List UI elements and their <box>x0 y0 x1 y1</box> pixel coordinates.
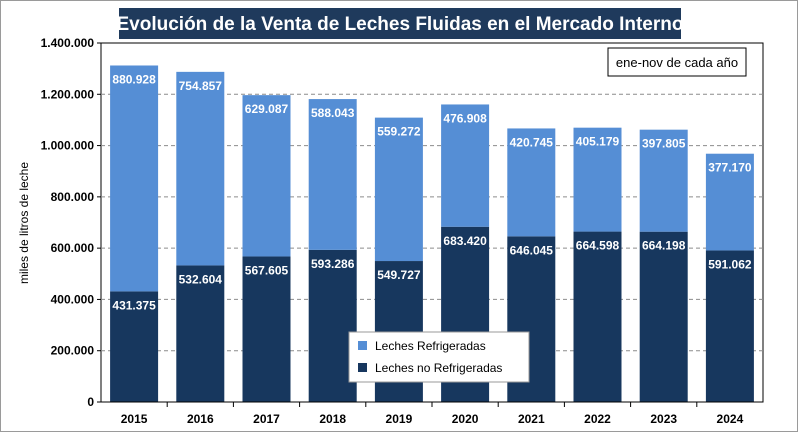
chart-title: Evolución de la Venta de Leches Fluidas … <box>117 14 684 35</box>
legend-box <box>348 331 530 383</box>
legend-label: Leches no Refrigeradas <box>375 361 502 375</box>
bar-refrigeradas <box>573 127 622 232</box>
data-label-refrigeradas: 476.908 <box>443 111 487 125</box>
x-tick-label: 2022 <box>584 412 611 426</box>
x-tick-label: 2021 <box>518 412 545 426</box>
data-label-no-refrigeradas: 567.605 <box>245 263 289 277</box>
x-tick-label: 2020 <box>452 412 479 426</box>
legend-swatch <box>358 341 367 350</box>
data-label-no-refrigeradas: 549.727 <box>377 268 421 282</box>
title-box: Evolución de la Venta de Leches Fluidas … <box>117 8 684 39</box>
bar-refrigeradas <box>176 71 225 266</box>
data-label-refrigeradas: 880.928 <box>112 72 156 86</box>
data-label-no-refrigeradas: 431.375 <box>112 298 156 312</box>
data-label-no-refrigeradas: 664.598 <box>576 239 620 253</box>
x-tick-label: 2015 <box>121 412 148 426</box>
bar-no-refrigeradas <box>705 250 754 402</box>
bar-refrigeradas <box>507 128 556 237</box>
data-label-no-refrigeradas: 532.604 <box>179 272 223 286</box>
bar-refrigeradas <box>441 104 490 227</box>
y-tick-label: 800.000 <box>51 190 95 204</box>
x-tick-label: 2017 <box>253 412 280 426</box>
data-label-refrigeradas: 377.170 <box>708 161 752 175</box>
bar-no-refrigeradas <box>242 256 291 402</box>
data-label-no-refrigeradas: 646.045 <box>510 243 554 257</box>
plot-area: 0 200.000 400.000 600.000 800.000 1.000.000 1.… <box>41 36 764 426</box>
y-tick-label: 400.000 <box>51 292 95 306</box>
data-label-no-refrigeradas: 591.062 <box>708 257 752 271</box>
data-label-refrigeradas: 629.087 <box>245 102 289 116</box>
bar-refrigeradas <box>374 117 423 262</box>
bar-refrigeradas <box>705 153 754 251</box>
bar-refrigeradas <box>639 129 688 232</box>
y-tick-label: 200.000 <box>51 344 95 358</box>
legend: Leches Refrigeradas Leches no Refrigerada… <box>348 331 530 383</box>
x-tick-label: 2024 <box>717 412 744 426</box>
period-note: ene-nov de cada año <box>607 47 747 77</box>
bar-refrigeradas <box>110 65 159 292</box>
bar-no-refrigeradas <box>176 265 225 402</box>
bar-no-refrigeradas <box>639 231 688 402</box>
data-label-refrigeradas: 405.179 <box>576 135 620 149</box>
y-tick-label: 1.000.000 <box>41 139 95 153</box>
x-tick-label: 2016 <box>187 412 214 426</box>
legend-label: Leches Refrigeradas <box>375 339 486 353</box>
data-label-refrigeradas: 559.272 <box>377 125 421 139</box>
bar-no-refrigeradas <box>110 291 159 402</box>
bar-refrigeradas <box>308 99 357 250</box>
x-tick-label: 2018 <box>319 412 346 426</box>
y-tick-label: 1.400.000 <box>41 36 95 50</box>
data-label-refrigeradas: 420.745 <box>510 135 554 149</box>
title-background <box>119 8 681 39</box>
data-label-no-refrigeradas: 683.420 <box>443 234 487 248</box>
data-label-refrigeradas: 397.805 <box>642 137 686 151</box>
legend-swatch <box>358 363 367 372</box>
y-axis-label: miles de litros de leche <box>17 162 31 284</box>
period-note-box <box>607 47 747 77</box>
data-label-refrigeradas: 588.043 <box>311 106 355 120</box>
x-tick-label: 2019 <box>386 412 413 426</box>
y-tick-label: 600.000 <box>51 241 95 255</box>
bar-refrigeradas <box>242 95 291 257</box>
data-label-refrigeradas: 754.857 <box>179 79 223 93</box>
data-label-no-refrigeradas: 664.198 <box>642 239 686 253</box>
y-tick-label: 0 <box>87 395 94 409</box>
bar-no-refrigeradas <box>573 231 622 402</box>
period-note-text: ene-nov de cada año <box>616 55 738 70</box>
x-tick-label: 2023 <box>650 412 677 426</box>
data-label-no-refrigeradas: 593.286 <box>311 257 355 271</box>
y-tick-label: 1.200.000 <box>41 87 95 101</box>
